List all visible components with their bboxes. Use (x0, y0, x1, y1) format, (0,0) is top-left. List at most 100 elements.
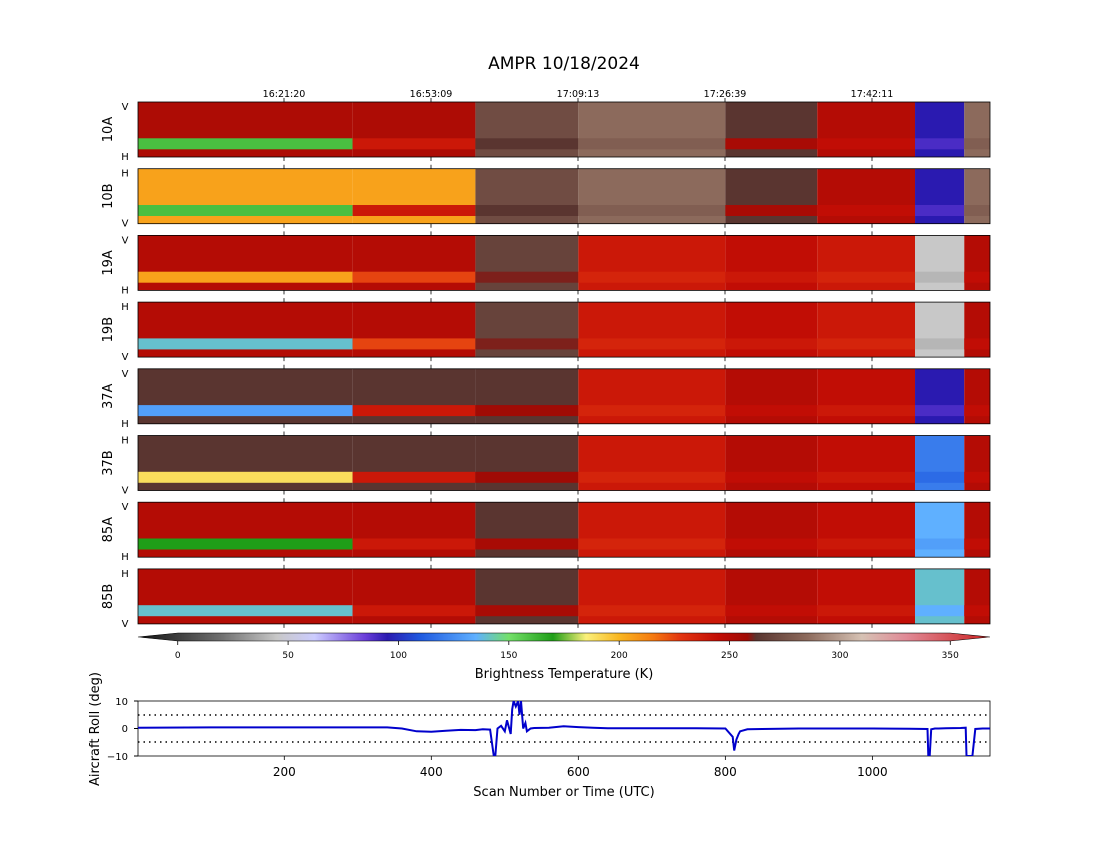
time-tick-label: 16:21:20 (263, 89, 306, 100)
panel-channel-label: 85B (101, 584, 116, 609)
heatmap-cell-band (578, 205, 726, 216)
panel-frame (137, 168, 991, 225)
heatmap-cell-band (475, 405, 579, 417)
roll-series-line (138, 701, 990, 756)
roll-x-axis-label: Scan Number or Time (UTC) (473, 785, 654, 800)
time-axis-top: 16:21:20 16:53:09 17:09:13 17:26:39 17:4… (263, 89, 894, 100)
heatmap-cell-band (475, 471, 579, 483)
roll-ytick-label: 0 (122, 724, 128, 735)
heatmap-cell-band (475, 605, 579, 617)
panel-channel-label: 37B (101, 450, 116, 475)
colorbar-tick-label: 100 (390, 651, 407, 661)
panel-polarization-bottom: H (121, 285, 129, 296)
heatmap-cell-band (138, 205, 353, 216)
panel-channel-label: 19B (101, 317, 116, 342)
heatmap-cell-band (138, 471, 353, 483)
roll-xtick-label: 600 (567, 765, 590, 779)
panel-polarization-bottom: H (121, 552, 129, 563)
heatmap-cell-band (578, 271, 726, 283)
panel-polarization-top: H (121, 569, 129, 580)
time-tick-label: 17:26:39 (704, 89, 747, 100)
heatmap-cell-band (138, 271, 353, 283)
heatmap-cell-band (817, 205, 916, 216)
colorbar-label: Brightness Temperature (K) (475, 667, 654, 682)
roll-y-axis-label: Aircraft Roll (deg) (88, 672, 103, 786)
colorbar-tick-label: 50 (282, 651, 294, 661)
heatmap-cell-band (138, 338, 353, 350)
panel-polarization-bottom: V (122, 486, 129, 497)
heatmap-cell-band (578, 405, 726, 417)
heatmap-cell-band (475, 205, 579, 216)
time-tick-label: 16:53:09 (410, 89, 453, 100)
roll-x-ticks: 200 400 600 800 1000 (273, 756, 888, 779)
panel-19b: H V 19B (101, 298, 991, 363)
heatmap-cell-band (352, 338, 476, 350)
panel-85b: H V 85B (101, 564, 991, 630)
heatmap-cell-band (915, 138, 965, 150)
heatmap-cell-band (352, 471, 476, 483)
panel-polarization-bottom: H (121, 419, 129, 430)
time-tick-label: 17:42:11 (851, 89, 894, 100)
panel-frame (137, 435, 991, 491)
panel-frame (137, 101, 991, 158)
heatmap-cell-band (725, 338, 818, 350)
panel-frame (137, 501, 991, 558)
heatmap-cell-band (475, 338, 579, 350)
heatmap-cell-band (915, 605, 965, 617)
colorbar-tick-label: 0 (175, 651, 181, 661)
roll-ytick-label: −10 (107, 752, 128, 763)
panel-polarization-bottom: V (122, 352, 129, 363)
panel-frame (137, 234, 991, 291)
heatmap-cell-band (817, 271, 916, 283)
panel-polarization-top: V (122, 235, 129, 246)
colorbar-tick-label: 250 (721, 651, 738, 661)
panel-polarization-top: V (122, 369, 129, 380)
panel-polarization-top: V (122, 102, 129, 113)
colorbar-body (137, 632, 991, 642)
heatmap-cell-band (964, 205, 990, 216)
heatmap-cell-band (352, 605, 476, 617)
panel-polarization-bottom: V (122, 619, 129, 630)
panel-channel-label: 10A (101, 117, 116, 143)
heatmap-cell-band (352, 405, 476, 417)
heatmap-cell-band (964, 271, 990, 283)
panel-polarization-top: H (121, 436, 129, 447)
heatmap-cell-band (915, 405, 965, 417)
roll-xtick-label: 400 (420, 765, 443, 779)
colorbar-tick-label: 150 (500, 651, 517, 661)
heatmap-cell-band (915, 538, 965, 550)
heatmap-cell-band (475, 538, 579, 550)
heatmap-cell-band (578, 605, 726, 617)
panel-channel-label: 85A (101, 517, 116, 543)
heatmap-cell-band (915, 271, 965, 283)
roll-xtick-label: 800 (714, 765, 737, 779)
roll-ytick-label: 10 (115, 697, 128, 708)
panel-19a: V H 19A (101, 231, 991, 296)
colorbar-tick-label: 200 (611, 651, 628, 661)
panel-channel-label: 10B (101, 183, 116, 208)
heatmap-cell-band (964, 538, 990, 550)
panel-channel-label: 37A (101, 383, 116, 409)
heatmap-cell-band (964, 405, 990, 417)
panel-37a: V H 37A (101, 364, 991, 430)
figure-title: AMPR 10/18/2024 (488, 54, 640, 74)
heatmap-cell-band (915, 205, 965, 216)
roll-xtick-label: 1000 (857, 765, 888, 779)
colorbar-tick-label: 300 (831, 651, 848, 661)
heatmap-cell-band (964, 605, 990, 617)
heatmap-cell-band (817, 405, 916, 417)
heatmap-cell-band (138, 538, 353, 550)
heatmap-cell-band (578, 538, 726, 550)
heatmap-cell-band (475, 138, 579, 150)
panel-85a: V H 85A (101, 498, 991, 563)
heatmap-cell-band (817, 605, 916, 617)
panel-10a: V H 10A (101, 98, 991, 163)
heatmap-cell-band (817, 471, 916, 483)
colorbar-tick-label: 350 (942, 651, 959, 661)
heatmap-cell-band (578, 471, 726, 483)
heatmap-cell-band (964, 138, 990, 150)
panel-polarization-top: H (121, 169, 129, 180)
heatmap-cell-band (138, 138, 353, 150)
heatmap-cell-band (817, 538, 916, 550)
